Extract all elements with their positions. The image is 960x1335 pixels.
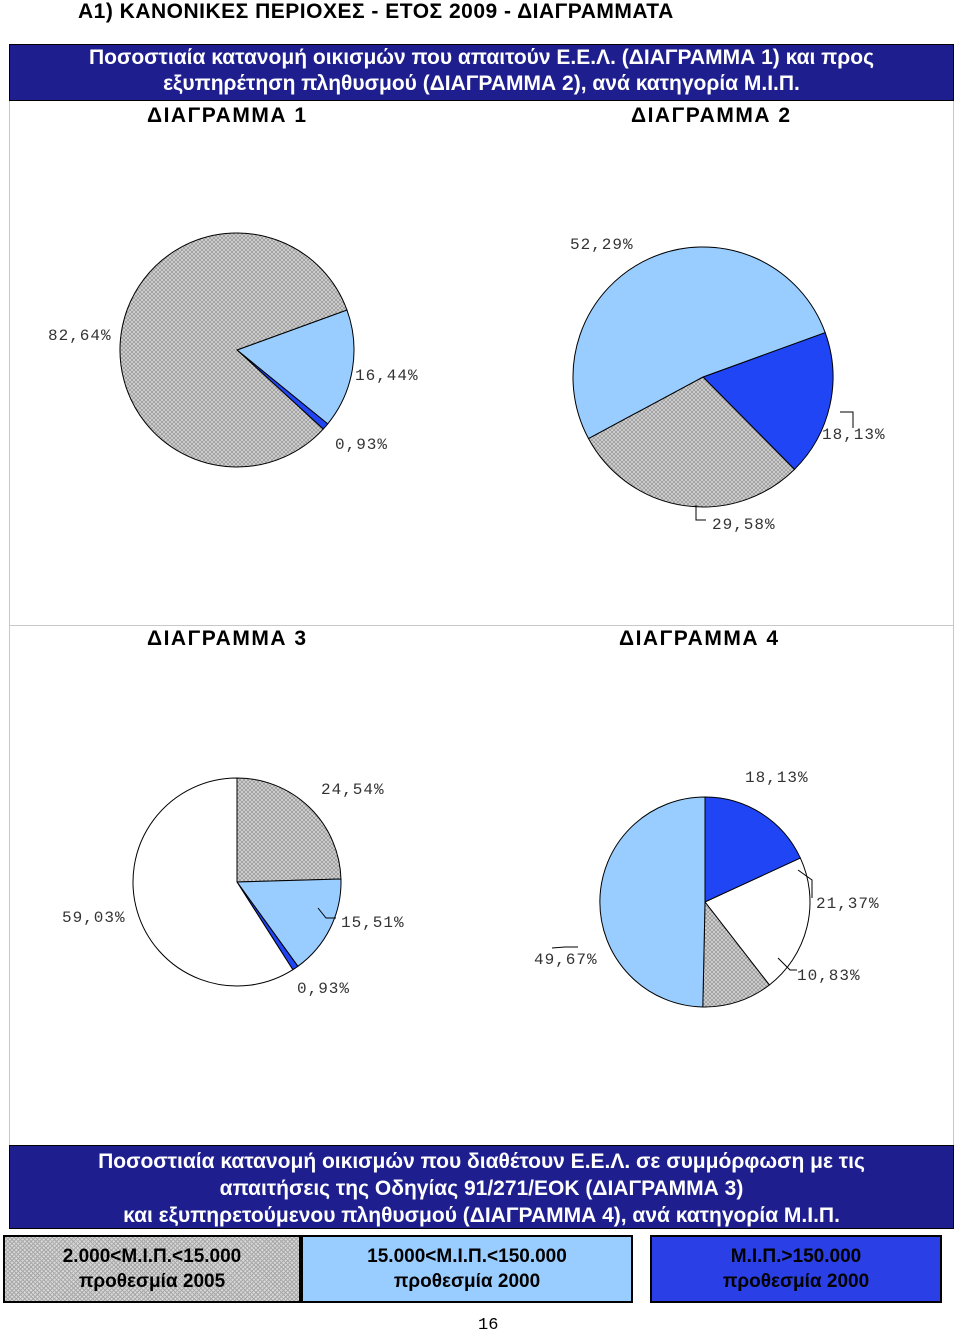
chart-3-label-59: 59,03% <box>62 909 126 927</box>
legend-item-small: 2.000<Μ.Ι.Π.<15.000 προθεσμία 2005 <box>3 1235 301 1303</box>
chart-4-slice-1 <box>704 796 802 903</box>
chart-4-title: ΔΙΑΓΡΑΜΜΑ 4 <box>619 627 780 650</box>
legend-item-large: Μ.Ι.Π.>150.000 προθεσμία 2000 <box>650 1235 942 1303</box>
chart-4-slice-2 <box>704 857 811 986</box>
legend-item-small-deadline: προθεσμία 2005 <box>78 1271 226 1292</box>
bottom-banner-line3: και εξυπηρετούμενου πληθυσμού (ΔΙΑΓΡΑΜΜΑ… <box>123 1204 840 1227</box>
bottom-banner: Ποσοστιαία κατανομή οικισμών που διαθέτο… <box>9 1145 954 1229</box>
panel-divider <box>9 625 954 626</box>
chart-3-slice-1 <box>236 777 342 883</box>
chart-3-title: ΔΙΑΓΡΑΜΜΑ 3 <box>147 627 308 650</box>
chart-4-slice-4 <box>599 796 706 1008</box>
chart-panel <box>9 44 954 1229</box>
legend-item-large-range: Μ.Ι.Π.>150.000 <box>730 1246 862 1267</box>
legend-item-medium-range: 15.000<Μ.Ι.Π.<150.000 <box>367 1246 567 1267</box>
bottom-banner-line1: Ποσοστιαία κατανομή οικισμών που διαθέτο… <box>98 1150 865 1173</box>
chart-1-label-16: 16,44% <box>355 367 419 385</box>
chart-2-slice-1 <box>702 331 834 471</box>
leader-lines <box>317 411 854 971</box>
chart-2-label-29: 29,58% <box>712 516 776 534</box>
chart-3-label-24: 24,54% <box>321 781 385 799</box>
top-banner-line2: εξυπηρέτηση πληθυσμού (ΔΙΑΓΡΑΜΜΑ 2), ανά… <box>163 72 800 95</box>
chart-3-slice-2 <box>236 878 342 968</box>
chart-3-label-15: 15,51% <box>341 914 405 932</box>
chart-1-label-0: 0,93% <box>335 436 388 454</box>
top-banner: Ποσοστιαία κατανομή οικισμών που απαιτού… <box>9 44 954 101</box>
chart-1-slice-3 <box>119 232 348 468</box>
chart-4-label-10: 10,83% <box>797 967 861 985</box>
chart-4-label-18: 18,13% <box>745 769 809 787</box>
page-number: 16 <box>478 1316 499 1335</box>
chart-1-label-82: 82,64% <box>48 327 112 345</box>
chart-4-label-21: 21,37% <box>816 895 880 913</box>
chart-2-label-18: 18,13% <box>822 426 886 444</box>
legend-item-medium-deadline: προθεσμία 2000 <box>393 1271 541 1292</box>
page-heading: Α1) ΚΑΝΟΝΙΚΕΣ ΠΕΡΙΟΧΕΣ - ΕΤΟΣ 2009 - ΔΙΑ… <box>78 0 674 23</box>
top-banner-line1: Ποσοστιαία κατανομή οικισμών που απαιτού… <box>88 46 875 69</box>
chart-3-slice-4 <box>132 777 294 987</box>
chart-2-title: ΔΙΑΓΡΑΜΜΑ 2 <box>631 104 792 127</box>
chart-2-label-52: 52,29% <box>570 236 634 254</box>
chart-2-slice-3 <box>572 246 826 440</box>
chart-3-label-0: 0,93% <box>297 980 350 998</box>
chart-4-label-49: 49,67% <box>534 951 598 969</box>
chart-4-slice-3 <box>702 900 771 1008</box>
legend-item-small-range: 2.000<Μ.Ι.Π.<15.000 <box>62 1246 242 1267</box>
legend-item-medium: 15.000<Μ.Ι.Π.<150.000 προθεσμία 2000 <box>301 1235 633 1303</box>
bottom-banner-line2: απαιτήσεις της Οδηγίας 91/271/ΕΟΚ (ΔΙΑΓΡ… <box>219 1177 744 1200</box>
chart-1-slice-1 <box>236 309 355 425</box>
chart-1-title: ΔΙΑΓΡΑΜΜΑ 1 <box>147 104 308 127</box>
chart-2-slice-2 <box>587 376 796 508</box>
legend-item-large-deadline: προθεσμία 2000 <box>722 1271 870 1292</box>
